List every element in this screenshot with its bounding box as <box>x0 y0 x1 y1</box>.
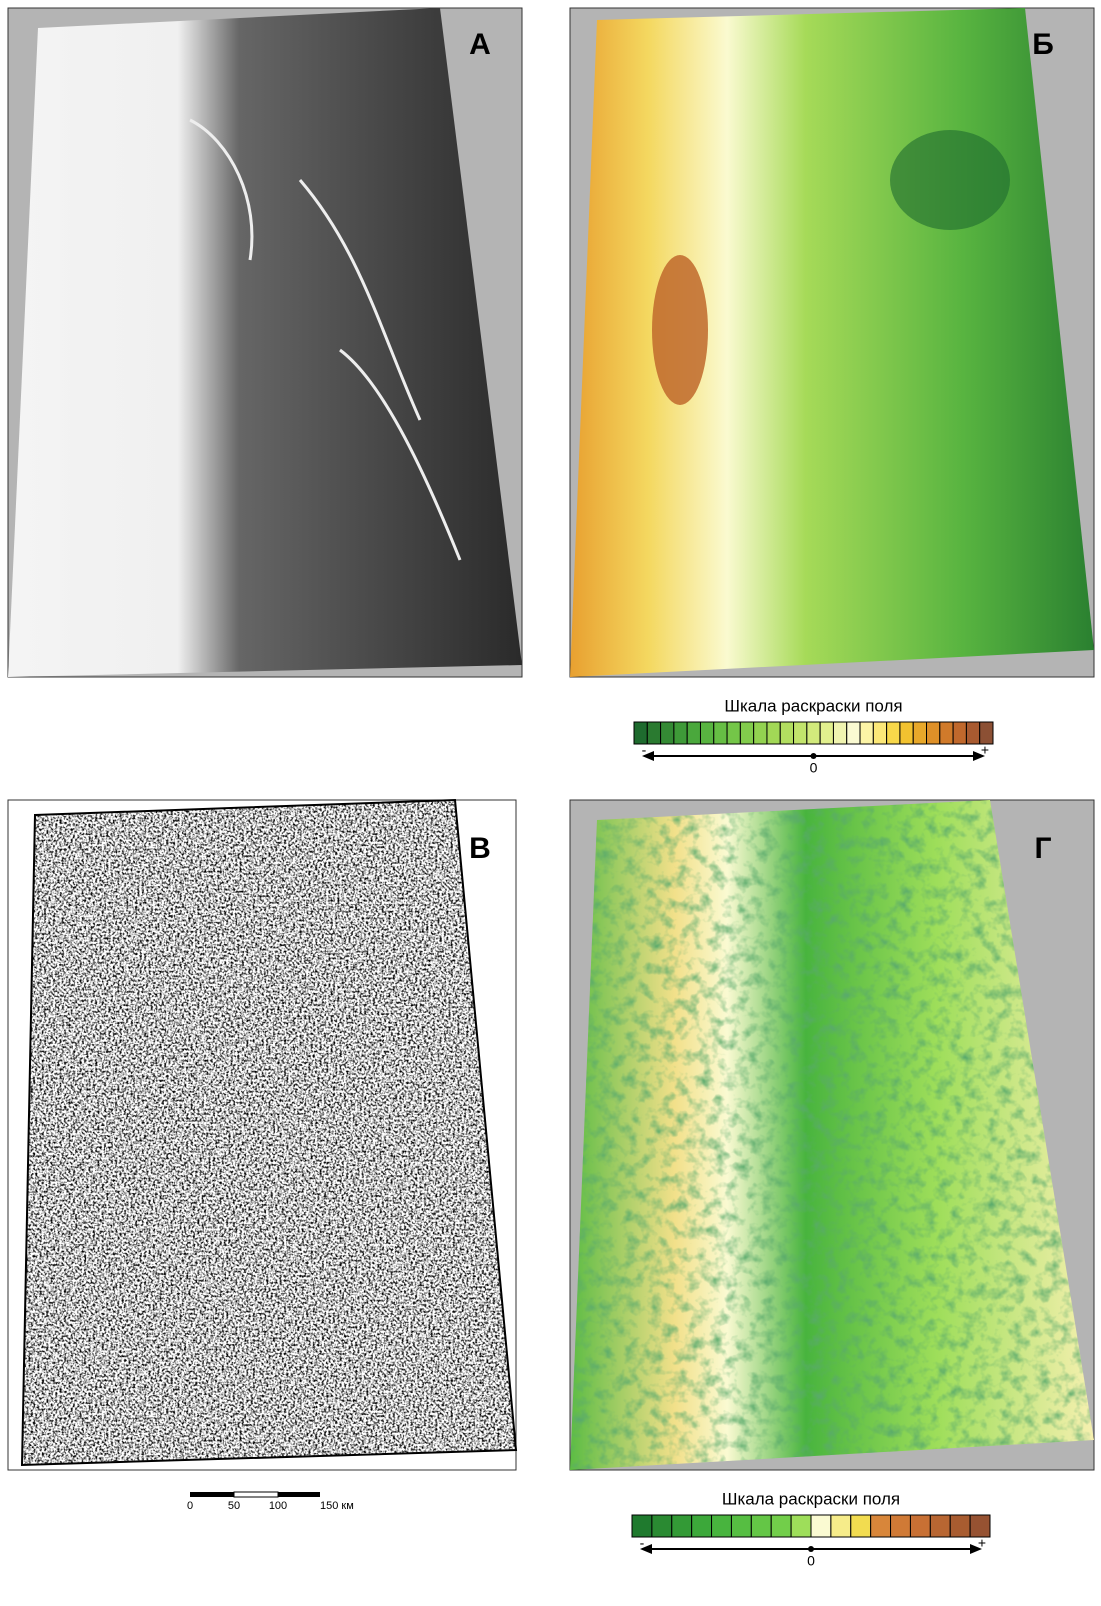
panel-label: Г <box>1034 832 1051 865</box>
color-cell <box>910 1515 930 1537</box>
color-cell <box>661 722 674 744</box>
panel-label: А <box>469 28 491 61</box>
zero-dot <box>811 753 817 759</box>
color-cell <box>811 1515 831 1537</box>
color-cell <box>900 722 913 744</box>
color-cell <box>771 1515 791 1537</box>
color-cell <box>731 1515 751 1537</box>
color-cell <box>930 1515 950 1537</box>
color-cell <box>807 722 820 744</box>
colorbar-tick-label: 0 <box>810 760 818 776</box>
scale-label: 50 <box>228 1500 240 1512</box>
colorbar-tick-label: - <box>640 1535 645 1551</box>
color-cell <box>851 1515 871 1537</box>
panel-v <box>8 800 516 1470</box>
color-cell <box>647 722 660 744</box>
color-cell <box>970 1515 990 1537</box>
color-cell <box>634 722 647 744</box>
color-cell <box>847 722 860 744</box>
color-cell <box>831 1515 851 1537</box>
color-cell <box>940 722 953 744</box>
color-cell <box>953 722 966 744</box>
color-cell <box>692 1515 712 1537</box>
panel-label: Б <box>1032 28 1054 61</box>
color-cell <box>714 722 727 744</box>
color-cell <box>980 722 993 744</box>
color-cell <box>913 722 926 744</box>
color-cell <box>754 722 767 744</box>
colorbar-title: Шкала раскраски поля <box>724 696 902 715</box>
panel-b <box>570 8 1094 677</box>
panel-label: В <box>469 832 491 865</box>
scale-bar <box>190 1492 320 1497</box>
colorbar-tick-label: + <box>981 742 989 758</box>
color-cell <box>927 722 940 744</box>
scale-label: 0 <box>187 1500 193 1512</box>
panel-a <box>8 8 522 677</box>
color-cell <box>833 722 846 744</box>
colorbar-tick-label: 0 <box>807 1553 815 1569</box>
color-cell <box>687 722 700 744</box>
figure: А Б В Г Шкала раскраски поля - 0 + Шкала раскрас… <box>0 0 1101 1606</box>
color-cell <box>887 722 900 744</box>
color-cell <box>871 1515 891 1537</box>
scale-label: 150 км <box>320 1500 354 1512</box>
color-cell <box>727 722 740 744</box>
color-cell <box>794 722 807 744</box>
color-cell <box>632 1515 652 1537</box>
color-cell <box>791 1515 811 1537</box>
color-cell <box>780 722 793 744</box>
color-cell <box>652 1515 672 1537</box>
panel-g <box>570 800 1094 1470</box>
colorbar-title: Шкала раскраски поля <box>722 1489 900 1508</box>
color-cell <box>950 1515 970 1537</box>
color-cell <box>891 1515 911 1537</box>
color-cell <box>672 1515 692 1537</box>
color-cell <box>860 722 873 744</box>
color-cell <box>712 1515 732 1537</box>
color-cell <box>966 722 979 744</box>
colorbar-tick-label: - <box>642 742 647 758</box>
zero-dot <box>808 1546 814 1552</box>
scale-label: 100 <box>269 1500 287 1512</box>
colorbar-tick-label: + <box>978 1535 986 1551</box>
color-cell <box>873 722 886 744</box>
color-cell <box>674 722 687 744</box>
color-cell <box>740 722 753 744</box>
color-cell <box>820 722 833 744</box>
color-cell <box>751 1515 771 1537</box>
color-cell <box>767 722 780 744</box>
color-cell <box>700 722 713 744</box>
